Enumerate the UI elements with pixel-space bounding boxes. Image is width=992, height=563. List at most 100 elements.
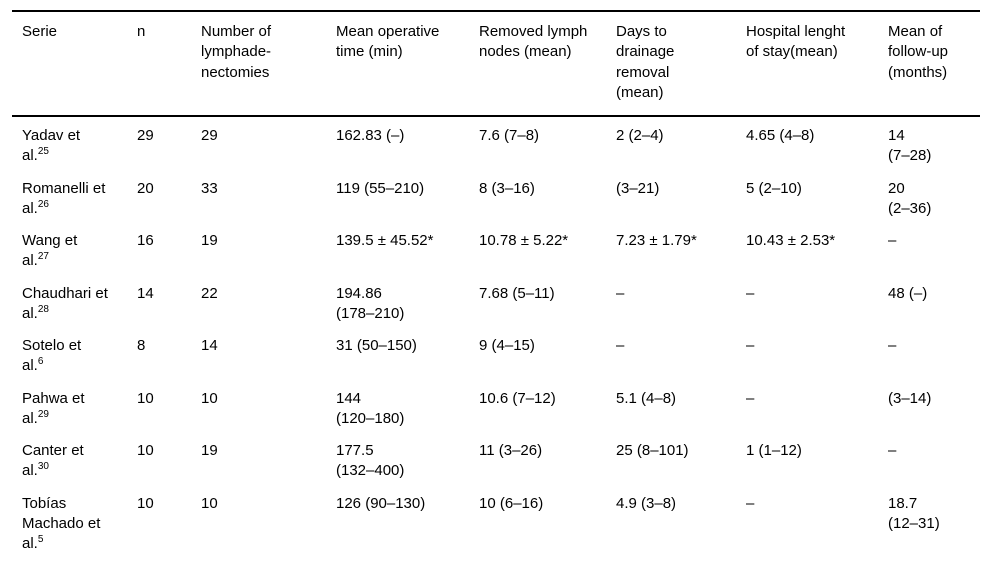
table-body: Yadav et al.25 29 29 162.83 (–) 7.6 (7–8) 2 (…	[12, 116, 980, 563]
cell-lymph_nodes: 11 (3–26)	[479, 442, 543, 459]
cell-n: 10	[137, 389, 154, 407]
cell-n: 29	[137, 127, 154, 144]
cell-follow_up: 18.7 (12–31)	[888, 494, 940, 532]
cell-lymph_nodes: 7.6 (7–8)	[479, 127, 540, 144]
cell-follow_up: (3–14)	[888, 389, 932, 407]
cell-follow_up: 14 (7–28)	[888, 127, 932, 165]
cell-drainage_removal: 25 (8–101)	[616, 442, 689, 459]
cell-serie: Romanelli et al.26	[12, 173, 137, 226]
cell-n: 16	[137, 232, 154, 249]
header-row: Serie n Number of lymphade- nectomies Mean …	[12, 11, 980, 116]
serie-reference: 30	[37, 461, 49, 473]
table-row: Chaudhari et al.28 14 22 194.86 (178–210) 7.…	[12, 278, 980, 331]
column-header-operative_time: Mean operative time (min)	[336, 23, 440, 61]
comparison-table: Serie n Number of lymphade- nectomies Mean …	[12, 10, 980, 563]
table-row: Pahwa et al.29 10 10 144 (120–180) 10.6 (7–1…	[12, 383, 980, 436]
cell-serie: Wang et al.27	[12, 225, 137, 278]
serie-name: Romanelli et al.	[22, 179, 106, 217]
cell-follow_up: –	[888, 442, 897, 459]
cell-lymphadenectomies: 19	[201, 442, 218, 459]
column-header-n: n	[137, 23, 146, 40]
serie-reference: 27	[37, 251, 49, 263]
serie-reference: 25	[37, 146, 49, 158]
cell-hospital_stay: –	[746, 337, 755, 354]
cell-operative_time: 139.5 ± 45.52*	[336, 232, 434, 249]
cell-lymphadenectomies: 29	[201, 127, 218, 144]
cell-n: 8	[137, 337, 146, 354]
cell-serie: Sotelo et al.6	[12, 330, 137, 383]
cell-operative_time: 144 (120–180)	[336, 389, 405, 427]
cell-lymph_nodes: 10.78 ± 5.22*	[479, 232, 569, 249]
cell-n: 14	[137, 284, 154, 302]
cell-lymph_nodes: 10 (6–16)	[479, 494, 544, 512]
serie-reference: 5	[37, 534, 44, 545]
cell-operative_time: 177.5 (132–400)	[336, 442, 405, 480]
serie-name: Chaudhari et al.	[22, 284, 108, 322]
cell-operative_time: 194.86 (178–210)	[336, 284, 405, 322]
cell-drainage_removal: –	[616, 284, 625, 302]
column-header-serie: Serie	[22, 23, 58, 40]
cell-follow_up: –	[888, 232, 897, 249]
cell-n: 10	[137, 494, 154, 512]
cell-hospital_stay: –	[746, 389, 755, 407]
column-header-follow_up: Mean of follow-up (months)	[888, 23, 949, 81]
column-header-drainage_removal: Days to drainage removal (mean)	[616, 23, 675, 101]
cell-drainage_removal: –	[616, 337, 625, 354]
column-header-lymphadenectomies: Number of lymphade- nectomies	[201, 23, 272, 81]
cell-lymphadenectomies: 33	[201, 179, 218, 197]
cell-drainage_removal: 7.23 ± 1.79*	[616, 232, 697, 249]
cell-hospital_stay: –	[746, 284, 755, 302]
cell-serie: Canter et al.30	[12, 435, 137, 488]
serie-name: Sotelo et al.	[22, 337, 82, 375]
serie-name: Yadav et al.	[22, 127, 81, 165]
cell-drainage_removal: 2 (2–4)	[616, 127, 664, 144]
table-row: Sotelo et al.6 8 14 31 (50–150) 9 (4–15) – – –	[12, 330, 980, 383]
serie-name: Pahwa et al.	[22, 389, 85, 427]
serie-name: Tobías Machado et al.	[22, 494, 101, 553]
cell-follow_up: 20 (2–36)	[888, 179, 932, 217]
serie-reference: 28	[37, 303, 49, 315]
table-header: Serie n Number of lymphade- nectomies Mean …	[12, 11, 980, 116]
cell-lymph_nodes: 10.6 (7–12)	[479, 389, 556, 407]
table-row: Wang et al.27 16 19 139.5 ± 45.52* 10.78 ± 5…	[12, 225, 980, 278]
cell-lymphadenectomies: 10	[201, 494, 218, 512]
table-row: Canter et al.30 10 19 177.5 (132–400) 11 (3–…	[12, 435, 980, 488]
cell-hospital_stay: 1 (1–12)	[746, 442, 802, 459]
cell-follow_up: –	[888, 337, 897, 354]
cell-serie: Pahwa et al.29	[12, 383, 137, 436]
cell-operative_time: 162.83 (–)	[336, 127, 405, 144]
cell-lymphadenectomies: 22	[201, 284, 218, 302]
cell-n: 20	[137, 179, 154, 197]
cell-lymph_nodes: 9 (4–15)	[479, 337, 535, 354]
cell-drainage_removal: 4.9 (3–8)	[616, 494, 677, 512]
table-row: Tobías Machado et al.5 10 10 126 (90–130) 10…	[12, 488, 980, 561]
serie-reference: 6	[37, 356, 44, 368]
serie-name: Wang et al.	[22, 232, 78, 270]
cell-hospital_stay: 4.65 (4–8)	[746, 127, 815, 144]
serie-reference: 26	[37, 198, 49, 210]
table-row: Yadav et al.25 29 29 162.83 (–) 7.6 (7–8) 2 (…	[12, 116, 980, 173]
cell-lymph_nodes: 8 (3–16)	[479, 179, 535, 197]
cell-follow_up: 48 (–)	[888, 284, 928, 302]
cell-lymphadenectomies: 10	[201, 389, 218, 407]
cell-serie: Chaudhari et al.28	[12, 278, 137, 331]
cell-lymphadenectomies: 14	[201, 337, 218, 354]
cell-drainage_removal: 5.1 (4–8)	[616, 389, 677, 407]
cell-serie: Tobías Machado et al.5	[12, 488, 137, 561]
column-header-lymph_nodes: Removed lymph nodes (mean)	[479, 23, 588, 61]
cell-drainage_removal: (3–21)	[616, 179, 660, 197]
cell-hospital_stay: 10.43 ± 2.53*	[746, 232, 836, 249]
cell-hospital_stay: –	[746, 494, 755, 512]
cell-serie: Yadav et al.25	[12, 116, 137, 173]
cell-hospital_stay: 5 (2–10)	[746, 179, 802, 197]
table-row: Romanelli et al.26 20 33 119 (55–210) 8 (3–1…	[12, 173, 980, 226]
serie-name: Canter et al.	[22, 442, 84, 480]
cell-operative_time: 126 (90–130)	[336, 494, 426, 512]
cell-operative_time: 119 (55–210)	[336, 179, 425, 197]
cell-lymph_nodes: 7.68 (5–11)	[479, 284, 555, 302]
column-header-hospital_stay: Hospital lenght of stay(mean)	[746, 23, 846, 61]
cell-lymphadenectomies: 19	[201, 232, 218, 249]
cell-n: 10	[137, 442, 154, 459]
cell-operative_time: 31 (50–150)	[336, 337, 417, 354]
